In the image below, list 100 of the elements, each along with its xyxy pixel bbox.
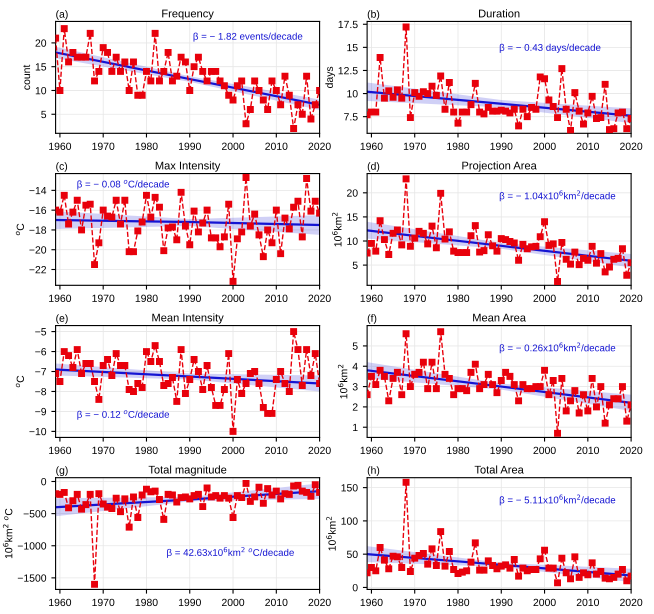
y-tick-label: −16	[29, 206, 46, 214]
y-tick-label: 20	[347, 189, 358, 197]
x-tick-label: 1990	[178, 142, 201, 150]
y-tick-label: 150	[342, 484, 358, 492]
x-tick-label: 2000	[533, 598, 556, 606]
x-tick-label: 1970	[404, 446, 426, 454]
x-tick-label: 2010	[576, 294, 600, 302]
x-tick-label: 2010	[265, 294, 288, 302]
y-tick-label: 7.5	[344, 113, 358, 121]
y-tick-label: 5	[352, 262, 358, 269]
y-tick-label: −500	[24, 510, 46, 518]
y-tick-label: 12.5	[338, 66, 358, 74]
x-tick-label: 1970	[404, 598, 426, 606]
x-tick-label: 2020	[620, 598, 642, 606]
x-tick-label: 1980	[136, 294, 158, 302]
x-tick-label: 1980	[447, 446, 470, 454]
text: (f)	[368, 314, 376, 324]
annotation: β = − 1.82 events/decade	[194, 32, 302, 42]
x-tick-label: 2000	[222, 598, 244, 606]
y-tick-label: 2	[352, 403, 358, 411]
x-tick-label: 2000	[222, 446, 244, 454]
y-tick-label: −18	[29, 226, 46, 234]
text: (c)	[56, 162, 68, 172]
y-tick-label: −5	[35, 328, 46, 336]
x-tick-label: 2010	[576, 446, 600, 454]
y-tick-label: 100	[342, 517, 358, 525]
x-tick-label: 1960	[49, 446, 72, 454]
y-axis-title: 10$^{6}$km$^{2}$	[326, 516, 336, 551]
x-tick-label: 2020	[620, 142, 642, 150]
y-tick-label: −10	[29, 428, 46, 436]
annotation: β = − 0.26x10$^{6}$km$^{2}$/decade	[500, 342, 616, 354]
annotation: β = − 0.43 days/decade	[500, 44, 600, 53]
x-tick-label: 1990	[178, 446, 201, 454]
y-tick-label: 15	[36, 63, 46, 71]
x-tick-label: 2020	[308, 142, 331, 150]
x-tick-label: 1990	[178, 294, 201, 302]
y-tick-label: 5	[352, 342, 358, 350]
text: (g)	[56, 466, 68, 476]
chart-title: Mean Area	[473, 314, 526, 322]
y-tick-label: 20	[36, 39, 46, 47]
chart-title: Duration	[479, 9, 520, 18]
x-tick-label: 2010	[265, 142, 288, 150]
y-axis-title: 10$^{6}$km$^{2 o}$C	[2, 508, 12, 558]
y-tick-label: 10	[36, 86, 46, 94]
y-axis-title: count	[23, 64, 30, 90]
x-tick-label: 1980	[447, 142, 470, 150]
x-tick-label: 1960	[49, 598, 72, 606]
x-tick-label: 2010	[265, 598, 288, 606]
x-tick-label: 1960	[360, 142, 383, 150]
y-tick-label: −20	[29, 246, 46, 254]
x-tick-label: 1970	[92, 446, 114, 454]
x-tick-label: 1960	[49, 142, 72, 150]
text: (h)	[368, 466, 380, 476]
y-tick-label: 1	[353, 424, 358, 431]
x-tick-label: 1970	[404, 142, 426, 150]
y-tick-label: 15	[347, 214, 358, 221]
x-tick-label: 1990	[490, 294, 512, 302]
chart-title: Mean Intensity	[152, 313, 224, 324]
y-axis-title: $^{o}$C	[16, 224, 24, 236]
y-tick-label: −9	[35, 408, 46, 416]
chart-title: Total magnitude	[148, 465, 226, 476]
text: (b)	[368, 10, 380, 20]
x-tick-label: 1990	[490, 598, 512, 606]
x-tick-label: 1970	[92, 598, 114, 606]
y-tick-label: 5	[41, 110, 46, 118]
x-tick-label: 1970	[404, 294, 426, 302]
chart-title: Total Area	[474, 465, 524, 474]
y-tick-label: −7	[35, 368, 46, 376]
y-tick-label: 0	[352, 584, 358, 592]
y-tick-label: 10	[347, 238, 358, 245]
x-tick-label: 1990	[178, 598, 201, 606]
x-tick-label: 1980	[136, 446, 158, 454]
chart-title: Max Intensity	[156, 161, 220, 172]
y-tick-label: −6	[35, 348, 46, 356]
y-tick-label: −1500	[18, 574, 46, 582]
x-tick-label: 1960	[49, 294, 72, 302]
y-tick-label: 0	[41, 478, 46, 486]
text: (e)	[56, 314, 68, 324]
x-tick-label: 1980	[136, 142, 158, 150]
x-tick-label: 2020	[308, 446, 331, 454]
x-tick-label: 1990	[490, 142, 512, 150]
x-tick-label: 2000	[533, 142, 556, 150]
y-tick-label: 17.5	[338, 20, 358, 28]
y-tick-label: 10	[347, 90, 358, 98]
x-tick-label: 1990	[490, 446, 512, 454]
y-axis-title: 10$^{6}$km$^{2}$	[338, 364, 348, 398]
x-tick-label: 2000	[533, 446, 556, 454]
y-tick-label: 50	[346, 550, 358, 558]
x-tick-label: 1980	[447, 598, 470, 606]
x-tick-label: 2020	[308, 294, 331, 302]
y-tick-label: −8	[35, 388, 46, 396]
x-tick-label: 2010	[265, 446, 288, 454]
annotation: β = − 0.08 $^{o}$C/decade	[77, 180, 170, 190]
text: (a)	[56, 10, 68, 20]
annotation: β = − 5.11x10$^{6}$km$^{2}$/decade	[500, 494, 616, 506]
annotation: β = 42.63x10$^{6}$km$^{2 o}$C/decade	[167, 547, 294, 558]
x-tick-label: 1960	[360, 598, 383, 606]
x-tick-label: 2020	[620, 446, 642, 454]
y-axis-title: days	[325, 66, 336, 88]
y-axis-title: $^{o}$C	[16, 376, 24, 388]
